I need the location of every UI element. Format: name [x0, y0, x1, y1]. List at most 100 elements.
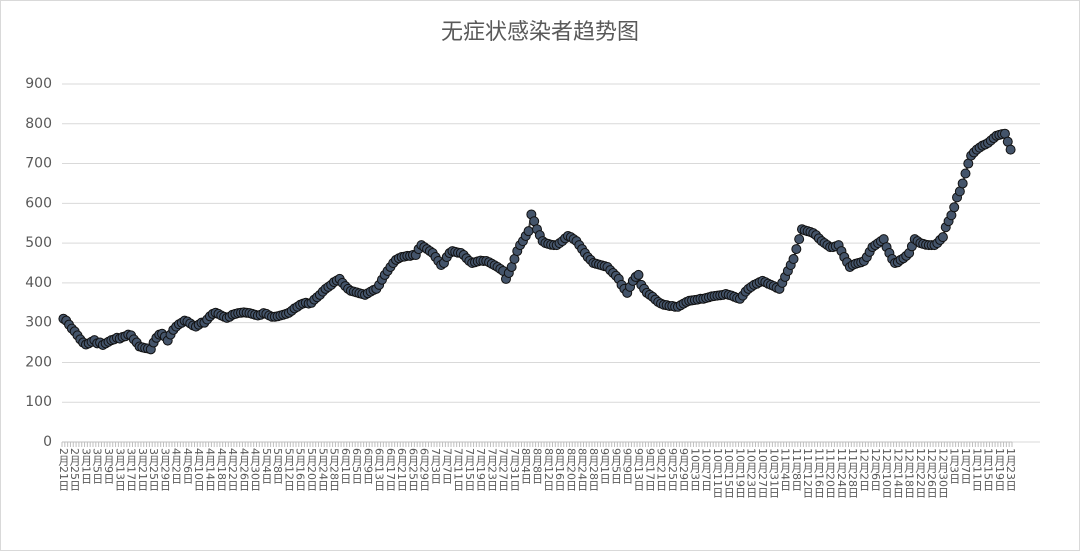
x-tick-label: 7月31日 [508, 448, 521, 491]
x-tick-label: 7月23日 [485, 448, 498, 491]
x-tick-label: 12月14日 [891, 448, 904, 498]
x-tick-label: 1月23日 [1004, 448, 1017, 491]
x-tick-label: 6月9日 [361, 448, 374, 484]
x-tick-label: 12月30日 [936, 448, 949, 498]
x-tick-label: 9月5日 [609, 448, 622, 484]
marker [949, 202, 960, 213]
x-tick-label: 3月29日 [158, 448, 171, 491]
x-tick-label: 11月12日 [801, 448, 814, 498]
marker [960, 168, 971, 179]
x-tick-label: 5月4日 [260, 448, 273, 484]
x-tick-label: 3月1日 [79, 448, 92, 484]
x-tick-label: 9月9日 [621, 448, 634, 484]
x-tick-label: 9月13日 [632, 448, 645, 491]
x-tick-label: 9月1日 [598, 448, 611, 484]
x-tick-label: 1月7日 [959, 448, 972, 484]
x-tick-label: 4月26日 [237, 448, 250, 491]
x-tick-label: 12月10日 [880, 448, 893, 498]
x-tick-label: 4月10日 [192, 448, 205, 491]
x-tick-label: 8月12日 [542, 448, 555, 491]
x-tick-label: 9月25日 [666, 448, 679, 491]
marker [788, 254, 799, 265]
x-tick-label: 7月3日 [429, 448, 442, 484]
x-tick-label: 12月18日 [903, 448, 916, 498]
marker [957, 178, 968, 189]
x-tick-label: 12月6日 [869, 448, 882, 491]
x-tick-label: 4月14日 [203, 448, 216, 491]
marker [523, 226, 534, 237]
marker [794, 234, 805, 245]
x-tick-label: 8月16日 [553, 448, 566, 491]
x-tick-label: 7月27日 [497, 448, 510, 491]
x-tick-label: 8月4日 [519, 448, 532, 484]
x-tick-label: 10月15日 [722, 448, 735, 498]
marker [937, 232, 948, 243]
x-tick-label: 2月21日 [57, 448, 70, 491]
x-tick-label: 8月28日 [587, 448, 600, 491]
x-tick-label: 10月19日 [733, 448, 746, 498]
x-tick-label: 6月21日 [395, 448, 408, 491]
x-tick-label: 4月22日 [226, 448, 239, 491]
y-tick-label: 500 [25, 235, 52, 251]
x-tick-label: 1月19日 [993, 448, 1006, 491]
x-tick-label: 5月16日 [294, 448, 307, 491]
x-tick-label: 4月18日 [215, 448, 228, 491]
y-tick-label: 900 [25, 76, 52, 92]
x-tick-label: 4月6日 [181, 448, 194, 484]
x-tick-label: 8月8日 [531, 448, 544, 484]
marker [1005, 144, 1016, 155]
x-tick-label: 11月16日 [812, 448, 825, 498]
x-tick-label: 6月13日 [373, 448, 386, 491]
x-tick-label: 9月29日 [677, 448, 690, 491]
x-tick-label: 5月12日 [282, 448, 295, 491]
x-tick-label: 3月13日 [113, 448, 126, 491]
x-tick-label: 11月4日 [779, 448, 792, 491]
x-tick-label: 12月22日 [914, 448, 927, 498]
x-tick-label: 12月26日 [925, 448, 938, 498]
x-tick-label: 3月21日 [136, 448, 149, 491]
marker [633, 269, 644, 280]
x-tick-label: 10月11日 [711, 448, 724, 498]
x-tick-label: 3月17日 [125, 448, 138, 491]
x-tick-label: 2月25日 [68, 448, 81, 491]
x-tick-label: 12月2日 [858, 448, 871, 491]
x-tick-label: 7月15日 [463, 448, 476, 491]
x-tick-label: 9月21日 [655, 448, 668, 491]
x-tick-label: 1月11日 [970, 448, 983, 491]
x-tick-label: 1月3日 [948, 448, 961, 484]
y-tick-label: 200 [25, 354, 52, 370]
x-tick-label: 7月19日 [474, 448, 487, 491]
x-tick-label: 6月25日 [406, 448, 419, 491]
x-tick-label: 5月28日 [328, 448, 341, 491]
x-tick-label: 3月9日 [102, 448, 115, 484]
x-tick-label: 11月20日 [824, 448, 837, 498]
x-tick-label: 10月31日 [767, 448, 780, 498]
x-tick-label: 7月7日 [440, 448, 453, 484]
y-tick-label: 0 [43, 434, 52, 450]
y-tick-label: 600 [25, 195, 52, 211]
x-tick-label: 10月23日 [745, 448, 758, 498]
chart-title: 无症状感染者趋势图 [441, 20, 639, 45]
x-tick-label: 5月24日 [316, 448, 329, 491]
x-tick-label: 4月30日 [249, 448, 262, 491]
y-tick-label: 700 [25, 156, 52, 172]
x-tick-label: 8月20日 [564, 448, 577, 491]
x-tick-label: 3月5日 [91, 448, 104, 484]
x-tick-label: 4月2日 [170, 448, 183, 484]
x-tick-label: 10月3日 [688, 448, 701, 491]
x-tick-label: 6月17日 [384, 448, 397, 491]
x-tick-label: 11月24日 [835, 448, 848, 498]
x-tick-label: 5月20日 [305, 448, 318, 491]
x-tick-label: 6月29日 [418, 448, 431, 491]
x-tick-label: 6月1日 [339, 448, 352, 484]
x-tick-label: 6月5日 [350, 448, 363, 484]
y-tick-label: 800 [25, 116, 52, 132]
x-tick-label: 8月24日 [576, 448, 589, 491]
y-tick-label: 100 [25, 394, 52, 410]
y-tick-label: 300 [25, 315, 52, 331]
marker [791, 244, 802, 255]
x-tick-label: 11月8日 [790, 448, 803, 491]
